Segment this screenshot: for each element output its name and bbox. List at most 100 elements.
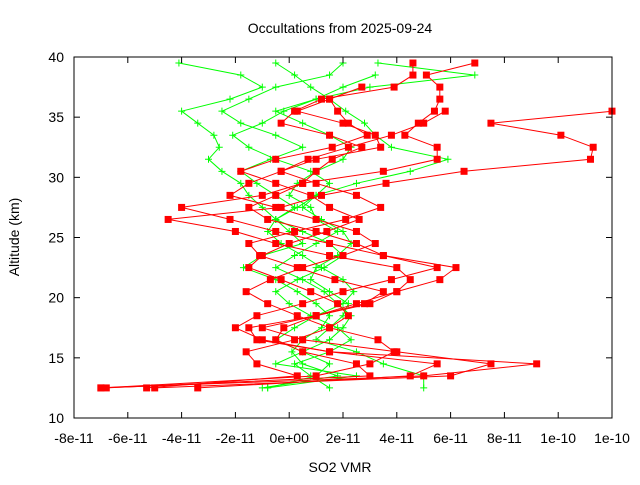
- data-point-plus: [218, 107, 226, 115]
- data-point-square: [277, 167, 285, 175]
- data-point-square: [164, 215, 172, 223]
- x-tick-label: 1e-10: [540, 430, 576, 446]
- data-point-plus: [245, 95, 253, 103]
- data-point-square: [382, 179, 390, 187]
- data-point-plus: [178, 107, 186, 115]
- data-point-plus: [205, 155, 212, 163]
- data-point-square: [433, 143, 441, 151]
- data-point-square: [352, 240, 360, 248]
- data-point-square: [326, 95, 334, 103]
- data-point-square: [344, 312, 352, 320]
- data-point-plus: [352, 179, 360, 187]
- data-point-square: [312, 179, 320, 187]
- series-line: [197, 63, 440, 389]
- data-point-plus: [342, 107, 350, 115]
- data-point-square: [299, 336, 307, 344]
- data-point-square: [264, 300, 272, 308]
- data-point-plus: [272, 360, 280, 368]
- x-tick-label: -4e-11: [162, 430, 202, 446]
- series-line: [146, 98, 369, 389]
- series-line: [154, 62, 492, 389]
- data-point-square: [422, 71, 430, 79]
- chart-title: Occultations from 2025-09-24: [248, 20, 433, 36]
- data-point-square: [237, 167, 245, 175]
- data-point-square: [441, 107, 449, 115]
- data-point-square: [317, 95, 325, 103]
- data-point-square: [231, 227, 239, 235]
- data-point-square: [256, 252, 264, 260]
- data-point-square: [258, 336, 266, 344]
- data-point-plus: [285, 191, 293, 199]
- data-point-square: [352, 227, 360, 235]
- series-red-2: [151, 59, 495, 392]
- data-point-plus: [326, 384, 334, 392]
- data-point-square: [436, 95, 444, 103]
- series-line: [220, 62, 355, 389]
- data-point-square: [299, 264, 307, 272]
- y-tick-label: 35: [48, 109, 64, 125]
- data-point-square: [401, 131, 409, 139]
- data-point-plus: [253, 179, 261, 187]
- data-point-square: [355, 215, 363, 223]
- data-point-square: [231, 324, 239, 332]
- data-point-square: [339, 119, 347, 127]
- data-point-square: [452, 264, 460, 272]
- x-tick-label: 0e+00: [270, 430, 310, 446]
- data-point-square: [326, 348, 334, 356]
- data-point-square: [299, 300, 307, 308]
- data-point-plus: [326, 360, 334, 368]
- data-point-square: [272, 227, 280, 235]
- data-point-square: [326, 240, 334, 248]
- data-point-square: [293, 107, 301, 115]
- data-point-square: [379, 167, 387, 175]
- data-point-plus: [299, 143, 307, 151]
- data-point-plus: [334, 227, 342, 235]
- data-point-plus: [299, 240, 307, 248]
- data-point-square: [339, 252, 347, 260]
- x-axis-label: SO2 VMR: [308, 459, 371, 475]
- data-point-plus: [371, 71, 379, 79]
- data-point-square: [291, 336, 299, 344]
- data-point-square: [328, 155, 336, 163]
- data-point-square: [312, 372, 320, 380]
- data-point-square: [307, 191, 315, 199]
- data-point-square: [253, 360, 261, 368]
- data-point-square: [178, 203, 186, 211]
- data-point-plus: [326, 179, 334, 187]
- data-point-square: [557, 131, 565, 139]
- data-point-square: [328, 143, 336, 151]
- data-point-square: [377, 203, 385, 211]
- data-point-plus: [366, 83, 374, 91]
- data-point-square: [471, 59, 479, 67]
- data-point-plus: [326, 71, 334, 79]
- data-point-square: [371, 131, 379, 139]
- data-point-plus: [285, 300, 293, 308]
- data-point-square: [366, 360, 374, 368]
- data-point-square: [374, 336, 382, 344]
- data-point-plus: [194, 119, 202, 127]
- data-point-square: [352, 191, 360, 199]
- data-point-square: [312, 155, 320, 163]
- ticks-layer: -8e-11 -6e-11 -4e-11 -2e-11 0e+00 2e-11 4e-11 6…: [48, 49, 630, 446]
- data-point-plus: [291, 360, 299, 368]
- data-point-plus: [352, 348, 360, 356]
- data-point-square: [361, 300, 369, 308]
- data-point-plus: [339, 324, 347, 332]
- data-point-plus: [307, 276, 315, 284]
- data-point-square: [258, 191, 266, 199]
- data-point-square: [589, 143, 597, 151]
- data-point-square: [253, 336, 261, 344]
- data-point-square: [280, 324, 288, 332]
- data-point-square: [430, 107, 438, 115]
- data-point-square: [323, 227, 331, 235]
- data-point-square: [102, 384, 110, 392]
- data-point-square: [291, 227, 299, 235]
- data-point-square: [339, 288, 347, 296]
- data-point-square: [253, 312, 261, 320]
- y-tick-label: 25: [48, 230, 64, 246]
- data-point-square: [293, 312, 301, 320]
- data-point-square: [272, 155, 280, 163]
- data-point-square: [266, 276, 274, 284]
- data-point-square: [390, 348, 398, 356]
- data-point-plus: [326, 312, 334, 320]
